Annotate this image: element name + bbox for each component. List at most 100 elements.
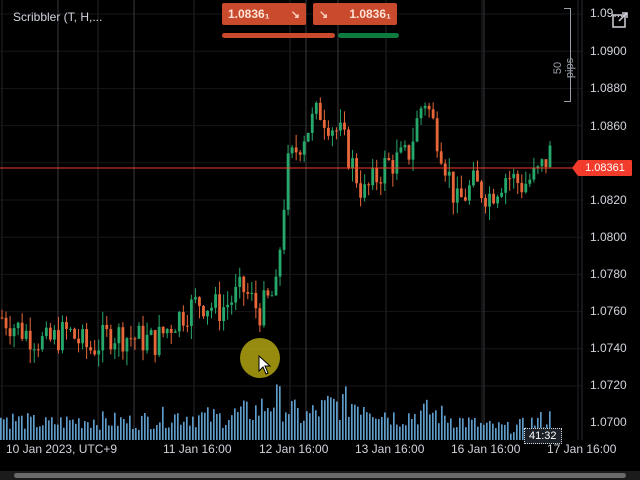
candle-body (455, 188, 459, 203)
candle-body (153, 330, 157, 355)
candle-body (93, 350, 97, 355)
candle-body (339, 122, 342, 131)
volume-bar (330, 397, 332, 440)
candle-body (363, 184, 367, 198)
volume-bar (138, 429, 140, 440)
volume-bar (234, 408, 236, 440)
volume-bar (405, 425, 407, 440)
price-axis-label: 1.0860 (590, 119, 627, 133)
volume-bar (345, 386, 347, 440)
mouse-pointer-icon (258, 355, 272, 375)
volume-bar (444, 415, 446, 440)
volume-bar (42, 425, 44, 440)
volume-bar (492, 423, 494, 440)
candle-body (218, 294, 222, 322)
volume-bar (477, 426, 479, 440)
volume-bar (273, 407, 275, 440)
volume-bar (318, 416, 320, 440)
volume-bar (153, 428, 155, 440)
candle-body (52, 330, 56, 340)
candle-body (387, 158, 391, 161)
volume-bar (69, 420, 71, 440)
volume-bar (258, 415, 260, 440)
volume-bar (375, 418, 377, 440)
volume-bar (417, 424, 419, 440)
volume-bar (177, 413, 179, 440)
volume-bar (315, 410, 317, 440)
candle-body (274, 276, 278, 296)
candle-body (97, 350, 101, 355)
sell-price: 1.0836₁ (228, 7, 270, 21)
volume-bar (120, 417, 122, 440)
volume-bar (105, 418, 107, 440)
candle-body (4, 317, 8, 329)
candle-body (36, 349, 40, 351)
volume-bar (501, 424, 503, 440)
volume-bar (255, 405, 257, 440)
candle-body (254, 292, 258, 309)
sell-arrow-icon: ↘ (290, 8, 300, 21)
price-axis-label: 1.0720 (590, 378, 627, 392)
volume-bar (57, 424, 59, 440)
candle-body (528, 179, 532, 184)
candle-body (500, 192, 504, 197)
candle-body (395, 152, 399, 174)
volume-bar (15, 421, 17, 440)
candle-body (173, 331, 177, 333)
volume-bar (414, 414, 416, 440)
time-axis-label: 12 Jan 16:00 (259, 442, 329, 456)
candle-body (20, 322, 24, 339)
volume-bar (36, 427, 38, 440)
volume-bar (6, 417, 8, 440)
scrollbar-thumb[interactable] (14, 473, 626, 478)
buy-price: 1.0836₁ (349, 7, 391, 21)
volume-bar (48, 420, 50, 440)
volume-bar (27, 413, 29, 440)
buy-button[interactable]: ↘ 1.0836₁ (313, 3, 397, 25)
volume-bar (21, 415, 23, 440)
horizontal-scrollbar[interactable] (0, 471, 640, 480)
volume-bar (150, 429, 152, 440)
volume-bar (420, 410, 422, 440)
volume-bar (384, 412, 386, 440)
volume-bar (426, 399, 428, 440)
volume-bar (276, 384, 278, 440)
candle-body (73, 328, 76, 339)
volume-bar (141, 415, 143, 440)
candle-body (125, 338, 129, 352)
volume-bar (462, 418, 464, 440)
volume-bar (261, 398, 263, 440)
volume-bar (441, 405, 443, 440)
candle-body (214, 294, 217, 308)
volume-bar (114, 412, 116, 440)
volume-bar (288, 414, 290, 440)
volume-bar (429, 414, 431, 440)
volume-bar (459, 417, 461, 440)
candle-body (427, 105, 431, 110)
sell-button[interactable]: 1.0836₁ ↘ (222, 3, 306, 25)
candle-body (77, 338, 80, 344)
volume-bar (309, 413, 311, 440)
candle-body (194, 297, 197, 300)
candle-body (488, 193, 491, 207)
candle-body (258, 308, 262, 326)
candle-body (198, 297, 201, 306)
candle-body (306, 132, 310, 142)
volume-bar (9, 428, 11, 440)
candle-body (516, 173, 520, 184)
price-axis-label: 1.0880 (590, 81, 627, 95)
volume-bar (342, 394, 344, 440)
volume-bar (267, 407, 269, 440)
candle-body (310, 113, 314, 133)
chart-grid (0, 0, 582, 440)
candle-body (222, 307, 226, 322)
popout-icon[interactable] (610, 10, 630, 30)
candle-body (476, 170, 479, 182)
candle-body (532, 167, 536, 180)
candle-body (439, 151, 443, 164)
volume-bar (450, 418, 452, 440)
candle-body (230, 302, 234, 305)
volume-bar (0, 417, 2, 440)
price-axis-label: 1.0820 (590, 193, 627, 207)
